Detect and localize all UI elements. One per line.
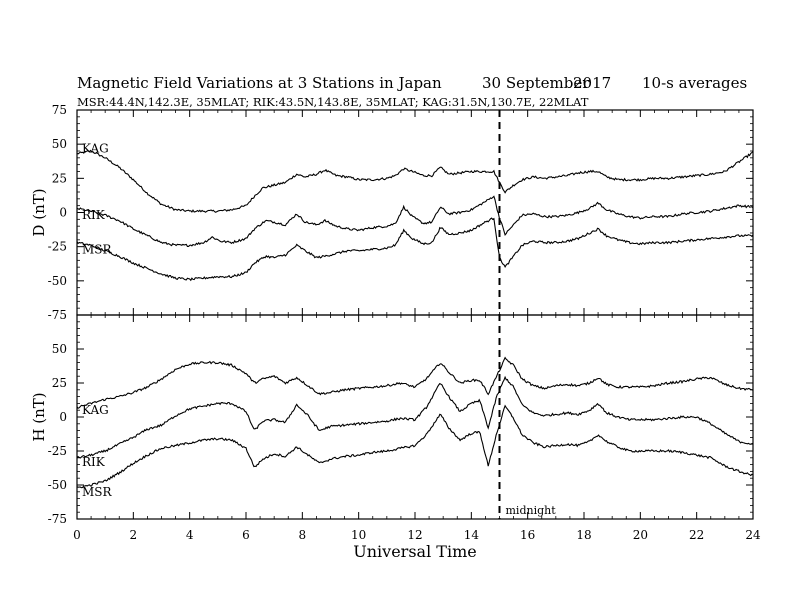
y-tick-label-H: 50 xyxy=(52,342,67,356)
y-tick-label-H: -75 xyxy=(48,512,67,526)
series-line-D-RIK xyxy=(76,195,754,247)
y-tick-label-H: 25 xyxy=(52,376,67,390)
y-tick-label-H: -25 xyxy=(48,444,67,458)
series-line-H-MSR xyxy=(76,404,754,489)
x-tick-label: 10 xyxy=(351,528,366,542)
x-tick-label: 24 xyxy=(745,528,761,542)
series-line-H-RIK xyxy=(76,375,754,459)
x-tick-label: 8 xyxy=(299,528,307,542)
y-tick-label-D: 25 xyxy=(52,171,67,185)
series-label-D-RIK: RIK xyxy=(82,208,106,222)
y-tick-label-H: 0 xyxy=(59,410,67,424)
y-tick-label-D: 50 xyxy=(52,137,67,151)
panel-frame-H xyxy=(76,314,754,520)
series-line-D-KAG xyxy=(76,149,754,213)
series-label-H-KAG: KAG xyxy=(82,403,109,417)
panel-frame-D xyxy=(76,109,754,316)
chart-year: 2017 xyxy=(573,74,611,92)
y-tick-label-D: -25 xyxy=(48,240,67,254)
midnight-label: midnight xyxy=(506,504,557,517)
y-tick-label-H: -50 xyxy=(48,478,67,492)
stations-line: MSR:44.4N,142.3E, 35MLAT; RIK:43.5N,143.… xyxy=(77,95,589,109)
chart-date: 30 September xyxy=(482,74,590,92)
y-axis-label-D: D (nT) xyxy=(30,188,48,236)
y-tick-label-D: -50 xyxy=(48,274,67,288)
x-tick-label: 20 xyxy=(633,528,648,542)
y-tick-label-D: 75 xyxy=(52,103,67,117)
x-tick-label: 4 xyxy=(186,528,194,542)
x-tick-label: 16 xyxy=(520,528,535,542)
y-tick-label-D: -75 xyxy=(48,308,67,322)
series-line-D-MSR xyxy=(76,217,754,282)
series-label-D-MSR: MSR xyxy=(82,242,113,256)
x-tick-label: 12 xyxy=(407,528,422,542)
series-line-H-KAG xyxy=(76,356,754,409)
y-tick-label-D: 0 xyxy=(59,206,67,220)
chart-title: Magnetic Field Variations at 3 Stations … xyxy=(77,74,442,92)
x-tick-label: 22 xyxy=(689,528,704,542)
series-label-H-MSR: MSR xyxy=(82,485,113,499)
x-tick-label: 2 xyxy=(130,528,138,542)
x-tick-label: 14 xyxy=(464,528,480,542)
x-axis-label: Universal Time xyxy=(353,542,476,561)
x-tick-label: 0 xyxy=(73,528,81,542)
chart-averaging: 10-s averages xyxy=(642,74,747,92)
x-tick-label: 6 xyxy=(242,528,250,542)
x-tick-label: 18 xyxy=(576,528,591,542)
y-axis-label-H: H (nT) xyxy=(30,392,48,441)
series-label-H-RIK: RIK xyxy=(82,455,106,469)
series-label-D-KAG: KAG xyxy=(82,141,109,155)
